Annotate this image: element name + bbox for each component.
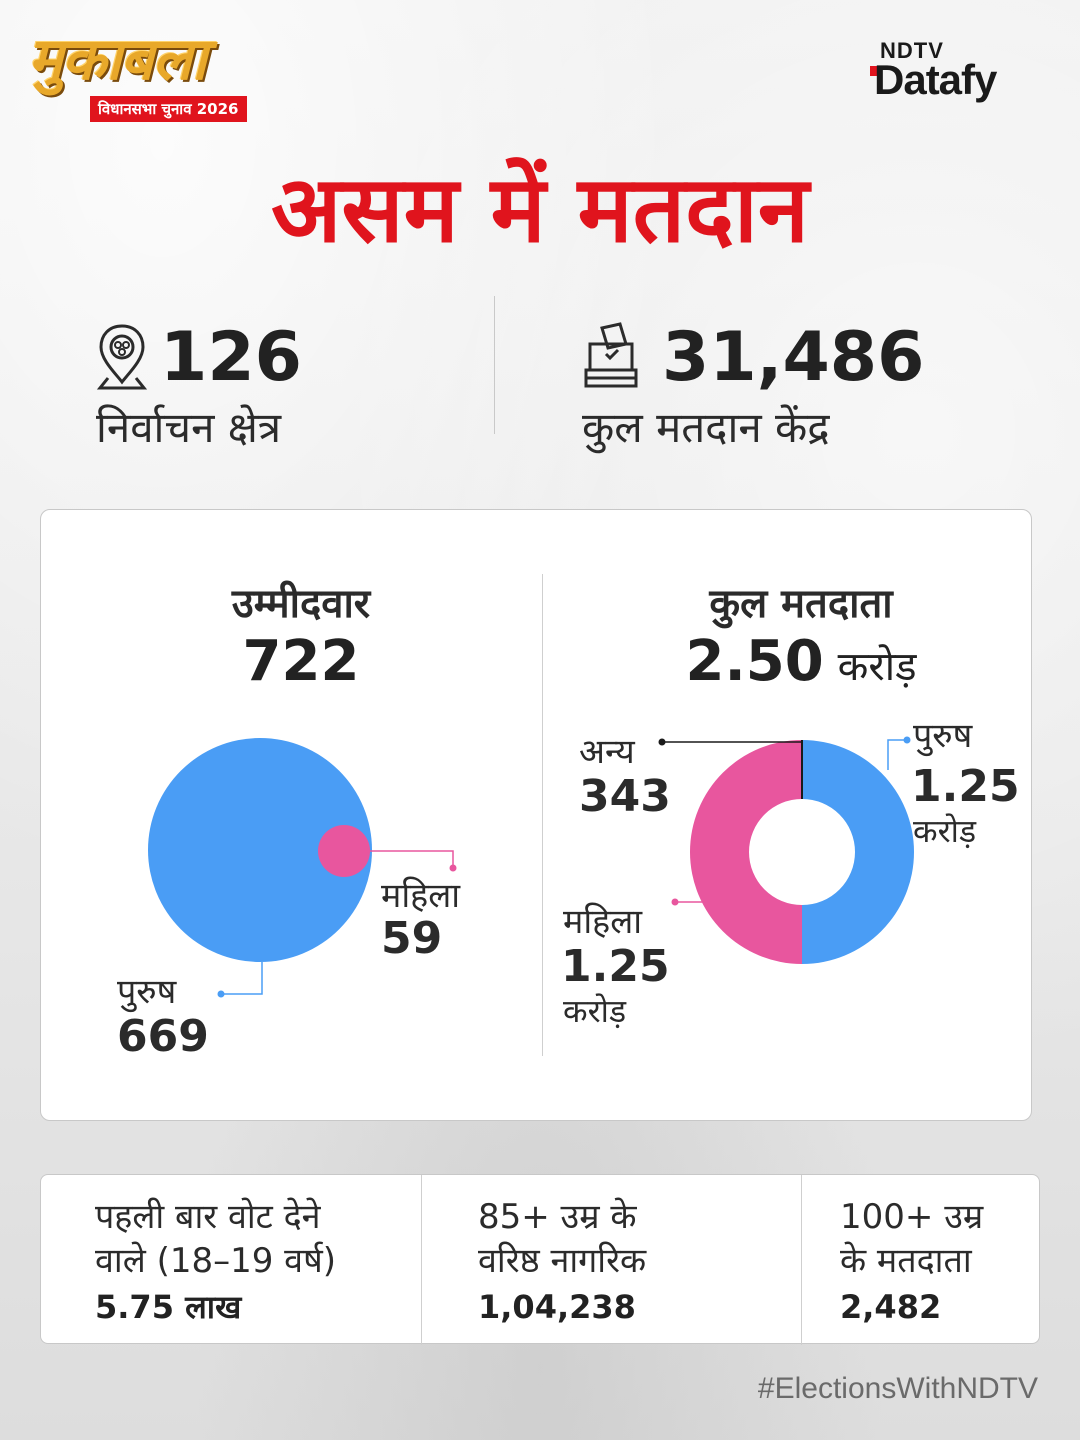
- voters-male-value: 1.25: [911, 761, 1020, 812]
- logo-title: मुकाबला: [28, 25, 207, 93]
- voters-female-leader-dot: [671, 898, 679, 906]
- charts-svg: [148, 736, 915, 998]
- voters-male-unit: करोड़: [913, 812, 977, 850]
- ballot-box-icon: [582, 322, 640, 392]
- brand-datafy-text: Datafy: [874, 56, 997, 103]
- fact-label-line1: पहली बार वोट देने: [95, 1197, 321, 1237]
- candidates-female-circle: [318, 825, 370, 877]
- candidates-male-circle: [148, 738, 372, 962]
- brand-dot: [870, 66, 880, 76]
- fact-senior-citizens: 85+ उम्र के वरिष्ठ नागरिक 1,04,238: [421, 1175, 801, 1345]
- voters-donut: [689, 740, 915, 964]
- voters-male-slice: [802, 740, 915, 964]
- facts-table: पहली बार वोट देने वाले (18–19 वर्ष) 5.75…: [40, 1174, 1040, 1345]
- voters-other-value: 343: [579, 771, 671, 822]
- constituencies-label: निर्वाचन क्षेत्र: [96, 403, 282, 452]
- voters-female-slice: [689, 740, 803, 964]
- candidates-voters-card: उम्मीदवार 722 कुल मतदाता 2.50 करोड़ महिला…: [40, 509, 1032, 1121]
- candidates-male-leader-dot: [217, 990, 225, 998]
- voters-title: कुल मतदाता: [709, 581, 893, 627]
- voters-other-leader-dot: [658, 738, 666, 746]
- fact-centenarian-voters: 100+ उम्र के मतदाता 2,482: [801, 1175, 1039, 1345]
- candidates-male-value: 669: [117, 1011, 209, 1062]
- candidates-title: उम्मीदवार: [231, 581, 371, 627]
- logo-subtitle: विधानसभा चुनाव 2026: [90, 96, 247, 122]
- voters-male-leader-dot: [903, 736, 911, 744]
- fact-label-line1: 85+ उम्र के: [478, 1197, 637, 1237]
- candidates-female-value: 59: [381, 913, 443, 964]
- voters-total-unit: करोड़: [837, 644, 917, 690]
- voters-male-label: पुरुष: [913, 716, 973, 756]
- stats-divider: [494, 296, 495, 434]
- hashtag: #ElectionsWithNDTV: [757, 1372, 1038, 1405]
- candidates-female-leader-dot: [449, 864, 457, 872]
- fact-label-line2: वरिष्ठ नागरिक: [478, 1241, 647, 1281]
- page-title: असम में मतदान: [271, 156, 809, 263]
- fact-value: 5.75 लाख: [95, 1288, 242, 1326]
- voters-female-label: महिला: [563, 902, 643, 942]
- candidates-female-leader: [370, 850, 454, 865]
- voters-male-leader: [887, 739, 907, 770]
- candidates-male-leader: [223, 962, 263, 995]
- fact-label-line2: के मतदाता: [840, 1241, 972, 1281]
- candidates-total: 722: [242, 629, 360, 694]
- fact-label: 85+ उम्र के वरिष्ठ नागरिक: [478, 1195, 646, 1283]
- voters-female-unit: करोड़: [563, 992, 627, 1030]
- fact-value: 2,482: [840, 1288, 942, 1326]
- voters-total: 2.50: [685, 629, 824, 694]
- ndtv-datafy-logo: NDTV Datafy: [870, 38, 1040, 108]
- mukabla-logo: मुकाबला विधानसभा चुनाव 2026: [28, 24, 260, 124]
- polling-stations-label: कुल मतदान केंद्र: [582, 403, 830, 452]
- fact-label: 100+ उम्र के मतदाता: [840, 1195, 983, 1283]
- voters-female-value: 1.25: [561, 941, 670, 992]
- polling-stations-value: 31,486: [662, 318, 925, 397]
- fact-label-line1: 100+ उम्र: [840, 1197, 984, 1237]
- constituencies-value: 126: [160, 318, 302, 397]
- candidates-male-label: पुरुष: [117, 972, 177, 1012]
- map-pin-icon: [96, 322, 148, 396]
- voters-total-row: 2.50 करोड़: [581, 630, 1021, 699]
- voters-other-label: अन्य: [579, 732, 635, 772]
- fact-label: पहली बार वोट देने वाले (18–19 वर्ष): [95, 1195, 336, 1283]
- fact-first-time-voters: पहली बार वोट देने वाले (18–19 वर्ष) 5.75…: [41, 1175, 421, 1345]
- brand-ndtv-text: NDTV: [880, 38, 944, 63]
- fact-label-line2: वाले (18–19 वर्ष): [95, 1241, 336, 1281]
- candidates-female-label: महिला: [381, 876, 461, 916]
- card-divider: [542, 574, 543, 1056]
- fact-value: 1,04,238: [478, 1288, 636, 1326]
